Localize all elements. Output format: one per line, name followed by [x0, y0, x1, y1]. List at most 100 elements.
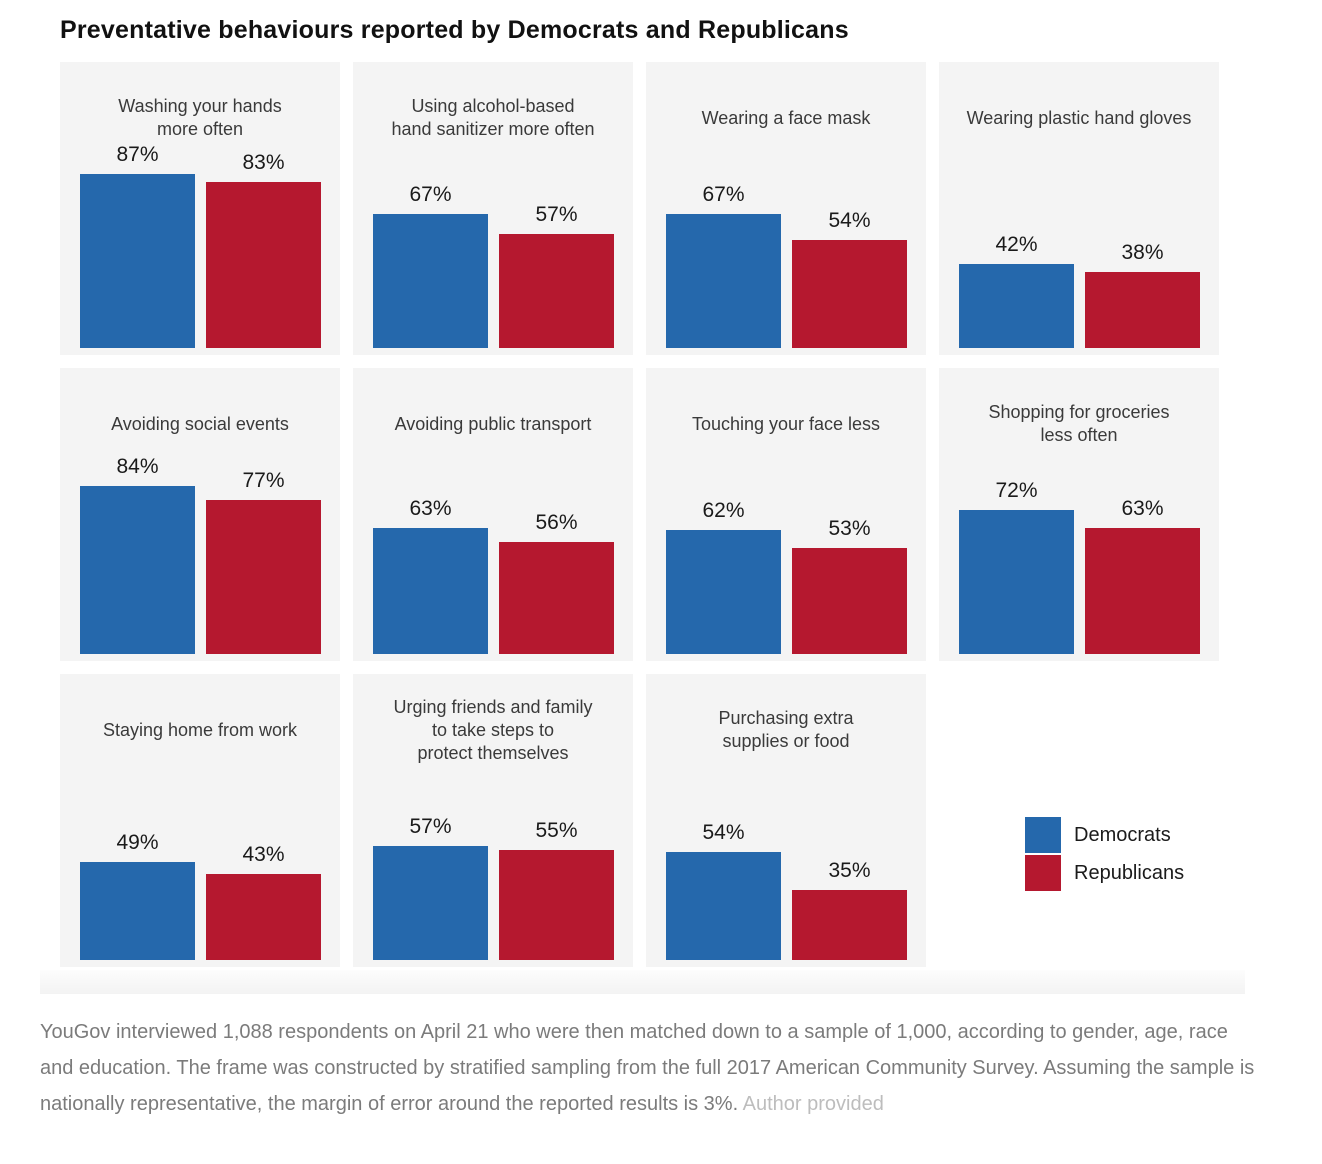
chart-panel: Using alcohol-based hand sanitizer more o… [353, 62, 633, 355]
panel-title: Avoiding public transport [365, 382, 621, 466]
democrats-bar [959, 264, 1074, 348]
legend-item-democrats: Democrats [1025, 817, 1184, 853]
bar-value-label: 38% [1121, 241, 1164, 264]
chart-panel: Avoiding social events 84% 77% [60, 368, 340, 661]
democrats-swatch [1025, 817, 1061, 853]
republicans-bar-column: 53% [792, 517, 907, 654]
democrats-bar [666, 852, 781, 960]
chart-legend: Democrats Republicans [1025, 817, 1184, 893]
bar-value-label: 42% [995, 233, 1038, 256]
chart-panel: Purchasing extra supplies or food 54% 35% [646, 674, 926, 967]
panel-title-line: Washing your hands [118, 96, 282, 116]
republicans-bar [792, 890, 907, 960]
legend-item-republicans: Republicans [1025, 855, 1184, 891]
republicans-bar [499, 850, 614, 960]
chart-panel: Touching your face less 62% 53% [646, 368, 926, 661]
republicans-swatch [1025, 855, 1061, 891]
panel-title-line: Purchasing extra [718, 708, 854, 728]
panel-title-line: Using alcohol-based [411, 96, 575, 116]
democrats-bar [373, 528, 488, 654]
panel-title-line: supplies or food [722, 731, 850, 751]
panel-title-line: Wearing plastic hand gloves [966, 107, 1192, 128]
bar-group: 67% 57% [373, 183, 614, 348]
bar-group: 72% 63% [959, 479, 1200, 654]
figure-bottom-edge [40, 970, 1245, 994]
bar-group: 62% 53% [666, 499, 907, 654]
panel-title: Washing your hands more often [72, 76, 328, 160]
panel-title-line: Avoiding social events [111, 413, 289, 434]
panel-title-line: Touching your face less [691, 413, 881, 434]
republicans-bar-column: 57% [499, 203, 614, 348]
democrats-bar-column: 72% [959, 479, 1074, 654]
republicans-bar [499, 234, 614, 348]
democrats-bar [373, 846, 488, 960]
democrats-bar [80, 486, 195, 654]
chart-panel: Shopping for groceries less often 72% 63% [939, 368, 1219, 661]
democrats-bar-column: 62% [666, 499, 781, 654]
bar-value-label: 54% [828, 209, 871, 232]
panel-title: Staying home from work [72, 688, 328, 772]
bar-group: 49% 43% [80, 831, 321, 960]
democrats-bar [666, 214, 781, 348]
democrats-bar [80, 174, 195, 348]
republicans-bar [792, 240, 907, 348]
bar-value-label: 83% [242, 151, 285, 174]
republicans-bar-column: 83% [206, 151, 321, 348]
bar-value-label: 67% [409, 183, 452, 206]
bar-group: 84% 77% [80, 455, 321, 654]
bar-value-label: 56% [535, 511, 578, 534]
democrats-bar-column: 42% [959, 233, 1074, 348]
democrats-bar [373, 214, 488, 348]
bar-value-label: 35% [828, 859, 871, 882]
bar-value-label: 53% [828, 517, 871, 540]
chart-panel: Wearing plastic hand gloves 42% 38% [939, 62, 1219, 355]
republicans-bar [206, 182, 321, 348]
panel-title: Shopping for groceries less often [951, 382, 1207, 466]
legend-label-democrats: Democrats [1074, 823, 1171, 846]
republicans-bar-column: 56% [499, 511, 614, 654]
republicans-bar [792, 548, 907, 654]
republicans-bar-column: 55% [499, 819, 614, 960]
panel-title-line: Shopping for groceries [988, 402, 1170, 422]
democrats-bar-column: 87% [80, 143, 195, 348]
democrats-bar [666, 530, 781, 654]
republicans-bar [206, 874, 321, 960]
bar-value-label: 43% [242, 843, 285, 866]
chart-title: Preventative behaviours reported by Demo… [60, 16, 849, 44]
caption-text: YouGov interviewed 1,088 respondents on … [40, 1021, 1255, 1115]
panel-title: Using alcohol-based hand sanitizer more o… [365, 76, 621, 160]
republicans-bar [206, 500, 321, 654]
democrats-bar-column: 49% [80, 831, 195, 960]
republicans-bar-column: 63% [1085, 497, 1200, 654]
bar-value-label: 67% [702, 183, 745, 206]
chart-panel: Urging friends and family to take steps t… [353, 674, 633, 967]
republicans-bar [1085, 528, 1200, 654]
caption-credit: Author provided [742, 1093, 884, 1115]
democrats-bar [80, 862, 195, 960]
democrats-bar [959, 510, 1074, 654]
bar-group: 42% 38% [959, 233, 1200, 348]
republicans-bar [499, 542, 614, 654]
panel-title-line: hand sanitizer more often [391, 119, 595, 139]
democrats-bar-column: 57% [373, 815, 488, 960]
bar-group: 57% 55% [373, 815, 614, 960]
republicans-bar-column: 77% [206, 469, 321, 654]
democrats-bar-column: 54% [666, 821, 781, 960]
republicans-bar-column: 43% [206, 843, 321, 960]
panel-title-line: Staying home from work [102, 719, 298, 740]
panel-title: Avoiding social events [72, 382, 328, 466]
democrats-bar-column: 63% [373, 497, 488, 654]
bar-group: 67% 54% [666, 183, 907, 348]
bar-value-label: 57% [409, 815, 452, 838]
bar-value-label: 72% [995, 479, 1038, 502]
chart-panel: Staying home from work 49% 43% [60, 674, 340, 967]
democrats-bar-column: 84% [80, 455, 195, 654]
panel-title-line: Urging friends and family [393, 696, 593, 717]
bar-value-label: 49% [116, 831, 159, 854]
democrats-bar-column: 67% [666, 183, 781, 348]
bar-value-label: 55% [535, 819, 578, 842]
panel-title: Wearing a face mask [658, 76, 914, 160]
chart-panel: Avoiding public transport 63% 56% [353, 368, 633, 661]
bar-group: 54% 35% [666, 821, 907, 960]
republicans-bar-column: 54% [792, 209, 907, 348]
